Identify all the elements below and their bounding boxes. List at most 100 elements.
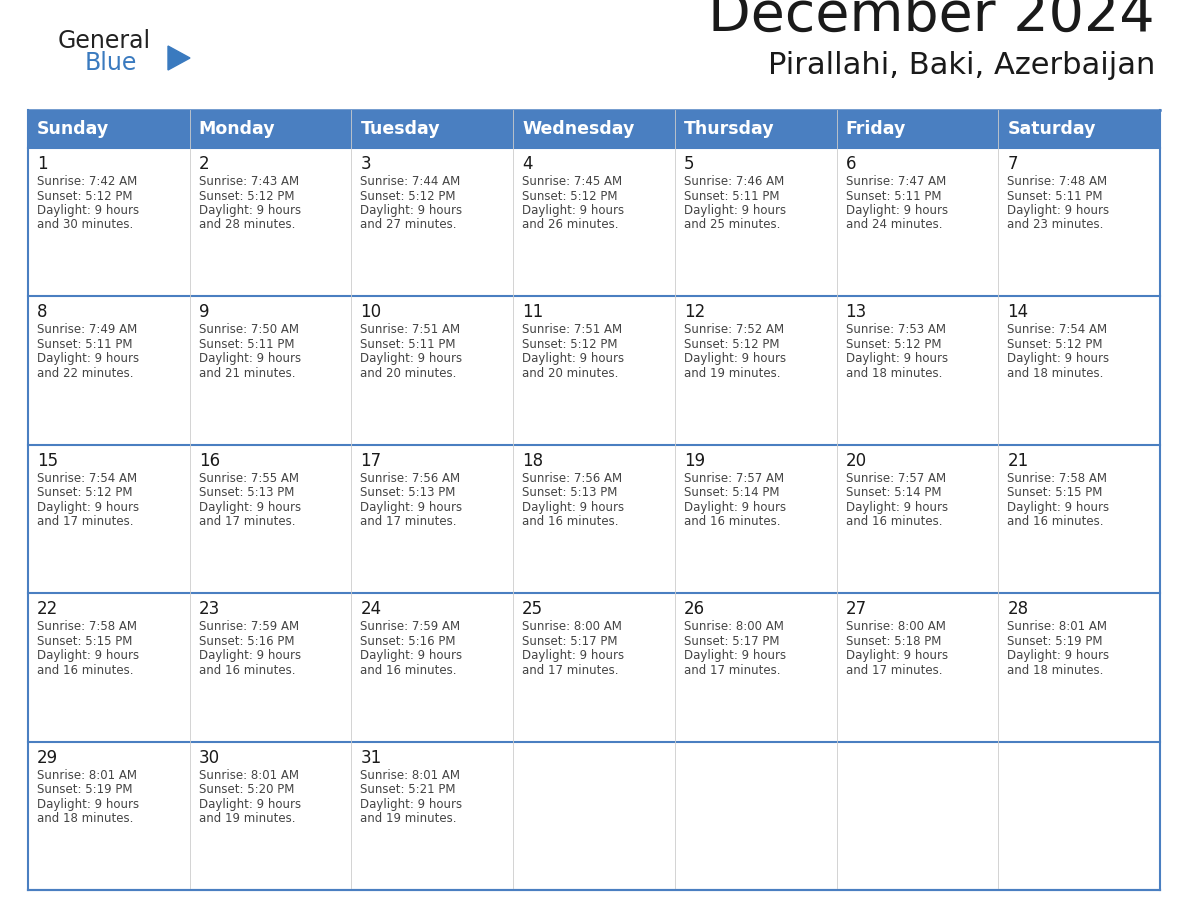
Bar bbox=[29, 110, 1159, 148]
Text: Sunset: 5:12 PM: Sunset: 5:12 PM bbox=[684, 338, 779, 351]
Text: Sunset: 5:12 PM: Sunset: 5:12 PM bbox=[198, 189, 295, 203]
Text: Daylight: 9 hours: Daylight: 9 hours bbox=[37, 798, 139, 811]
Text: Sunset: 5:19 PM: Sunset: 5:19 PM bbox=[37, 783, 133, 796]
Text: 22: 22 bbox=[37, 600, 58, 618]
Text: Daylight: 9 hours: Daylight: 9 hours bbox=[198, 501, 301, 514]
Text: Daylight: 9 hours: Daylight: 9 hours bbox=[198, 204, 301, 217]
Text: Sunrise: 7:57 AM: Sunrise: 7:57 AM bbox=[846, 472, 946, 485]
Text: Sunset: 5:17 PM: Sunset: 5:17 PM bbox=[523, 634, 618, 648]
Text: Sunrise: 7:43 AM: Sunrise: 7:43 AM bbox=[198, 175, 299, 188]
Text: Daylight: 9 hours: Daylight: 9 hours bbox=[198, 649, 301, 662]
Text: 31: 31 bbox=[360, 748, 381, 767]
Text: Sunset: 5:15 PM: Sunset: 5:15 PM bbox=[1007, 487, 1102, 499]
Text: and 21 minutes.: and 21 minutes. bbox=[198, 367, 295, 380]
Text: and 16 minutes.: and 16 minutes. bbox=[523, 515, 619, 528]
Text: 6: 6 bbox=[846, 155, 857, 173]
Text: Daylight: 9 hours: Daylight: 9 hours bbox=[360, 501, 462, 514]
Text: Sunrise: 7:57 AM: Sunrise: 7:57 AM bbox=[684, 472, 784, 485]
Text: Sunrise: 7:52 AM: Sunrise: 7:52 AM bbox=[684, 323, 784, 336]
Text: 19: 19 bbox=[684, 452, 704, 470]
Bar bbox=[29, 445, 1159, 593]
Text: and 19 minutes.: and 19 minutes. bbox=[198, 812, 295, 825]
Text: Daylight: 9 hours: Daylight: 9 hours bbox=[37, 649, 139, 662]
Text: and 22 minutes.: and 22 minutes. bbox=[37, 367, 133, 380]
Text: and 25 minutes.: and 25 minutes. bbox=[684, 218, 781, 231]
Text: Sunrise: 8:01 AM: Sunrise: 8:01 AM bbox=[360, 768, 461, 781]
Text: Daylight: 9 hours: Daylight: 9 hours bbox=[684, 204, 786, 217]
Text: and 19 minutes.: and 19 minutes. bbox=[360, 812, 457, 825]
Text: Tuesday: Tuesday bbox=[360, 120, 440, 138]
Text: Daylight: 9 hours: Daylight: 9 hours bbox=[523, 353, 624, 365]
Text: Sunset: 5:15 PM: Sunset: 5:15 PM bbox=[37, 634, 132, 648]
Text: Sunset: 5:14 PM: Sunset: 5:14 PM bbox=[846, 487, 941, 499]
Text: 24: 24 bbox=[360, 600, 381, 618]
Text: Sunrise: 7:54 AM: Sunrise: 7:54 AM bbox=[37, 472, 137, 485]
Text: Sunrise: 8:01 AM: Sunrise: 8:01 AM bbox=[1007, 621, 1107, 633]
Text: Sunset: 5:16 PM: Sunset: 5:16 PM bbox=[198, 634, 295, 648]
Text: Sunrise: 8:01 AM: Sunrise: 8:01 AM bbox=[37, 768, 137, 781]
Text: and 16 minutes.: and 16 minutes. bbox=[846, 515, 942, 528]
Text: and 16 minutes.: and 16 minutes. bbox=[360, 664, 457, 677]
Bar bbox=[29, 593, 1159, 742]
Text: 3: 3 bbox=[360, 155, 371, 173]
Text: and 18 minutes.: and 18 minutes. bbox=[846, 367, 942, 380]
Text: and 18 minutes.: and 18 minutes. bbox=[37, 812, 133, 825]
Text: 9: 9 bbox=[198, 304, 209, 321]
Text: Saturday: Saturday bbox=[1007, 120, 1095, 138]
Text: Sunset: 5:19 PM: Sunset: 5:19 PM bbox=[1007, 634, 1102, 648]
Text: Daylight: 9 hours: Daylight: 9 hours bbox=[360, 649, 462, 662]
Text: and 18 minutes.: and 18 minutes. bbox=[1007, 664, 1104, 677]
Text: Daylight: 9 hours: Daylight: 9 hours bbox=[846, 501, 948, 514]
Text: Sunrise: 7:55 AM: Sunrise: 7:55 AM bbox=[198, 472, 298, 485]
Text: and 17 minutes.: and 17 minutes. bbox=[360, 515, 457, 528]
Text: Daylight: 9 hours: Daylight: 9 hours bbox=[1007, 649, 1110, 662]
Text: Sunset: 5:12 PM: Sunset: 5:12 PM bbox=[360, 189, 456, 203]
Text: and 30 minutes.: and 30 minutes. bbox=[37, 218, 133, 231]
Text: Sunrise: 7:50 AM: Sunrise: 7:50 AM bbox=[198, 323, 298, 336]
Text: Sunrise: 7:56 AM: Sunrise: 7:56 AM bbox=[523, 472, 623, 485]
Text: 11: 11 bbox=[523, 304, 543, 321]
Text: 13: 13 bbox=[846, 304, 867, 321]
Text: Daylight: 9 hours: Daylight: 9 hours bbox=[846, 353, 948, 365]
Text: and 17 minutes.: and 17 minutes. bbox=[37, 515, 133, 528]
Text: and 17 minutes.: and 17 minutes. bbox=[523, 664, 619, 677]
Text: Sunrise: 8:00 AM: Sunrise: 8:00 AM bbox=[684, 621, 784, 633]
Text: Daylight: 9 hours: Daylight: 9 hours bbox=[37, 501, 139, 514]
Text: Sunrise: 7:58 AM: Sunrise: 7:58 AM bbox=[37, 621, 137, 633]
Text: Sunset: 5:12 PM: Sunset: 5:12 PM bbox=[1007, 338, 1102, 351]
Text: Monday: Monday bbox=[198, 120, 276, 138]
Text: Daylight: 9 hours: Daylight: 9 hours bbox=[1007, 353, 1110, 365]
Text: Sunset: 5:16 PM: Sunset: 5:16 PM bbox=[360, 634, 456, 648]
Text: and 27 minutes.: and 27 minutes. bbox=[360, 218, 457, 231]
Text: Daylight: 9 hours: Daylight: 9 hours bbox=[1007, 501, 1110, 514]
Text: 21: 21 bbox=[1007, 452, 1029, 470]
Bar bbox=[29, 148, 1159, 297]
Text: Sunrise: 7:53 AM: Sunrise: 7:53 AM bbox=[846, 323, 946, 336]
Text: Sunset: 5:11 PM: Sunset: 5:11 PM bbox=[37, 338, 133, 351]
Text: Daylight: 9 hours: Daylight: 9 hours bbox=[523, 204, 624, 217]
Text: Sunset: 5:21 PM: Sunset: 5:21 PM bbox=[360, 783, 456, 796]
Text: Sunset: 5:11 PM: Sunset: 5:11 PM bbox=[360, 338, 456, 351]
Text: 29: 29 bbox=[37, 748, 58, 767]
Text: Daylight: 9 hours: Daylight: 9 hours bbox=[198, 798, 301, 811]
Text: 15: 15 bbox=[37, 452, 58, 470]
Text: Daylight: 9 hours: Daylight: 9 hours bbox=[846, 649, 948, 662]
Text: 10: 10 bbox=[360, 304, 381, 321]
Text: 16: 16 bbox=[198, 452, 220, 470]
Text: 18: 18 bbox=[523, 452, 543, 470]
Text: and 20 minutes.: and 20 minutes. bbox=[360, 367, 457, 380]
Text: and 16 minutes.: and 16 minutes. bbox=[684, 515, 781, 528]
Text: Thursday: Thursday bbox=[684, 120, 775, 138]
Text: Sunrise: 7:45 AM: Sunrise: 7:45 AM bbox=[523, 175, 623, 188]
Text: and 16 minutes.: and 16 minutes. bbox=[1007, 515, 1104, 528]
Text: and 17 minutes.: and 17 minutes. bbox=[684, 664, 781, 677]
Text: and 17 minutes.: and 17 minutes. bbox=[846, 664, 942, 677]
Text: 17: 17 bbox=[360, 452, 381, 470]
Text: 30: 30 bbox=[198, 748, 220, 767]
Text: Daylight: 9 hours: Daylight: 9 hours bbox=[37, 353, 139, 365]
Text: Sunrise: 8:00 AM: Sunrise: 8:00 AM bbox=[846, 621, 946, 633]
Text: Daylight: 9 hours: Daylight: 9 hours bbox=[198, 353, 301, 365]
Text: and 26 minutes.: and 26 minutes. bbox=[523, 218, 619, 231]
Text: Sunset: 5:18 PM: Sunset: 5:18 PM bbox=[846, 634, 941, 648]
Text: Sunset: 5:17 PM: Sunset: 5:17 PM bbox=[684, 634, 779, 648]
